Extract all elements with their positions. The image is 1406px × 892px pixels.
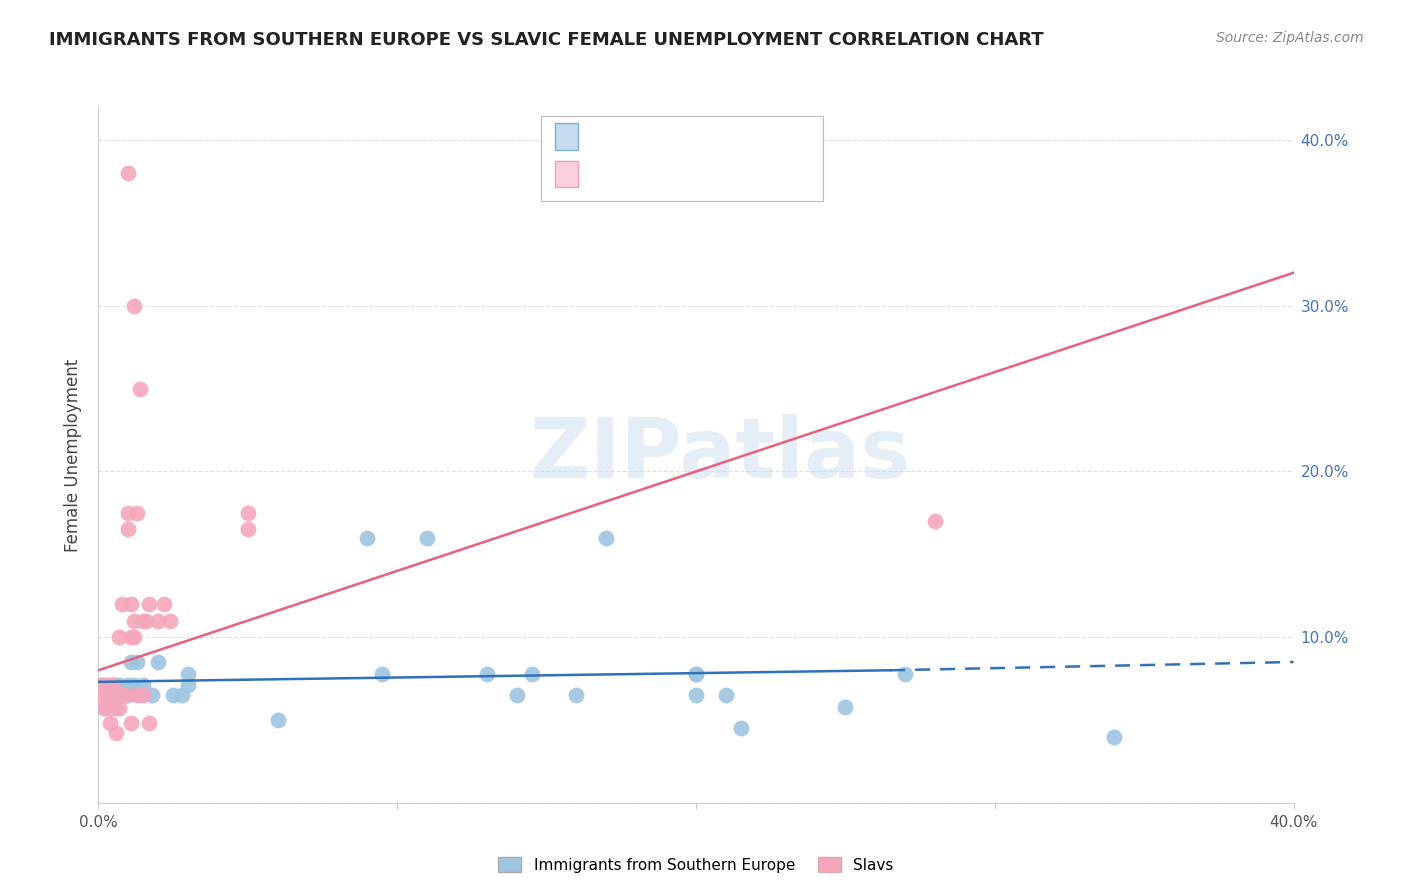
Point	[100, 691, 122, 706]
Point	[96, 688, 118, 702]
Point	[120, 630, 142, 644]
Point	[120, 716, 142, 731]
Point	[894, 666, 917, 681]
Point	[103, 688, 125, 702]
Point	[714, 688, 737, 702]
Point	[416, 531, 439, 545]
Point	[117, 166, 139, 180]
Point	[105, 726, 128, 740]
Point	[100, 678, 122, 692]
Point	[114, 688, 136, 702]
Point	[111, 688, 134, 702]
Point	[108, 630, 131, 644]
Point	[114, 688, 136, 702]
Point	[685, 666, 707, 681]
Point	[124, 299, 146, 313]
Point	[475, 666, 498, 681]
Point	[1104, 730, 1126, 744]
Point	[117, 688, 139, 702]
Point	[124, 630, 146, 644]
Text: 41: 41	[704, 171, 727, 189]
Point	[159, 614, 181, 628]
Point	[90, 688, 112, 702]
Point	[108, 701, 131, 715]
Point	[120, 597, 142, 611]
Point	[132, 678, 155, 692]
Point	[100, 688, 122, 702]
Point	[93, 678, 115, 692]
Point	[117, 523, 139, 537]
Point	[153, 597, 176, 611]
Text: 0.390: 0.390	[617, 171, 669, 189]
Point	[127, 688, 149, 702]
Y-axis label: Female Unemployment: Female Unemployment	[65, 359, 83, 551]
Point	[129, 688, 152, 702]
Point	[120, 655, 142, 669]
Point	[103, 678, 125, 692]
Point	[371, 666, 394, 681]
Point	[103, 678, 125, 692]
Point	[267, 713, 290, 727]
Point	[124, 614, 146, 628]
Point	[127, 506, 149, 520]
Point	[127, 655, 149, 669]
Point	[177, 666, 200, 681]
Text: ZIPatlas: ZIPatlas	[530, 415, 910, 495]
Point	[162, 688, 184, 702]
Point	[730, 721, 752, 735]
Point	[148, 614, 170, 628]
Legend: Immigrants from Southern Europe, Slavs: Immigrants from Southern Europe, Slavs	[492, 850, 900, 879]
Point	[172, 688, 194, 702]
Point	[236, 523, 259, 537]
Point	[595, 531, 617, 545]
Point	[129, 382, 152, 396]
Point	[520, 666, 543, 681]
Point	[834, 699, 856, 714]
Text: N =: N =	[675, 171, 711, 189]
Point	[148, 655, 170, 669]
Point	[108, 678, 131, 692]
Text: R =: R =	[588, 171, 624, 189]
Text: N =: N =	[675, 134, 711, 152]
Point	[124, 678, 146, 692]
Point	[105, 678, 128, 692]
Point	[111, 688, 134, 702]
Text: 0.097: 0.097	[617, 134, 669, 152]
Point	[93, 701, 115, 715]
Point	[100, 716, 122, 731]
Point	[93, 701, 115, 715]
Text: 27: 27	[704, 134, 728, 152]
Point	[685, 688, 707, 702]
Point	[177, 678, 200, 692]
Point	[103, 688, 125, 702]
Point	[132, 614, 155, 628]
Point	[90, 678, 112, 692]
Point	[924, 514, 946, 528]
Text: Source: ZipAtlas.com: Source: ZipAtlas.com	[1216, 31, 1364, 45]
Point	[96, 678, 118, 692]
Point	[141, 688, 163, 702]
Text: IMMIGRANTS FROM SOUTHERN EUROPE VS SLAVIC FEMALE UNEMPLOYMENT CORRELATION CHART: IMMIGRANTS FROM SOUTHERN EUROPE VS SLAVI…	[49, 31, 1043, 49]
Point	[135, 614, 157, 628]
Point	[111, 597, 134, 611]
Point	[117, 678, 139, 692]
Point	[138, 716, 160, 731]
Point	[565, 688, 588, 702]
Text: R =: R =	[588, 134, 624, 152]
Point	[100, 701, 122, 715]
Point	[356, 531, 378, 545]
Point	[96, 688, 118, 702]
Point	[117, 506, 139, 520]
Point	[506, 688, 529, 702]
Point	[236, 506, 259, 520]
Point	[138, 597, 160, 611]
Point	[105, 701, 128, 715]
Point	[132, 688, 155, 702]
Point	[90, 678, 112, 692]
Point	[685, 666, 707, 681]
